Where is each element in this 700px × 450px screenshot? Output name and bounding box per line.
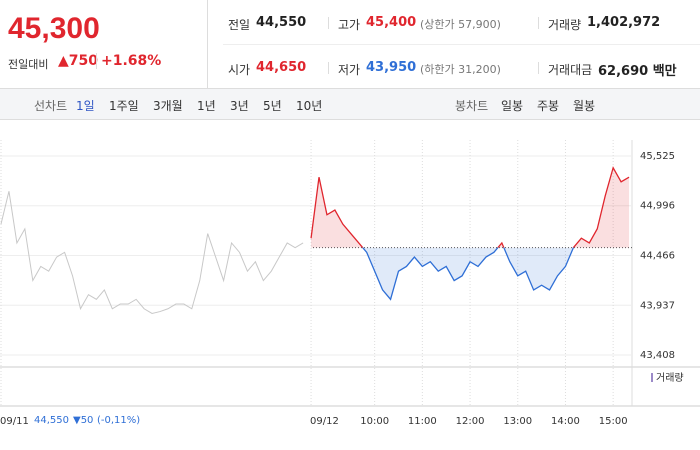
y-tick-label: 44,996: [640, 201, 675, 212]
stat-label: 전일: [228, 18, 251, 32]
stat-label: 거래량: [548, 18, 582, 32]
stat-label: 저가: [338, 63, 361, 77]
hover-info: ▼50: [73, 415, 94, 426]
x-tick-label: 09/11: [0, 416, 29, 427]
divider: [223, 44, 700, 45]
change: ▲750: [58, 53, 98, 69]
hover-info: 44,550: [34, 415, 69, 426]
y-tick-label: 43,937: [640, 300, 675, 311]
legend-swatch: [651, 373, 653, 382]
area-down: [311, 247, 630, 300]
tab-label: 봉차트: [455, 99, 489, 113]
chart: 거래량 45,525 44,996 44,466 43,937 43,408 09/11 0…: [0, 140, 700, 427]
hover-info: (-0,11%): [97, 415, 141, 426]
tab-label: 선차트: [34, 99, 68, 113]
x-tick-label: 13:00: [503, 416, 532, 427]
stat-label: 고가: [338, 18, 361, 32]
stat-value: 62,690 백만: [598, 64, 677, 79]
tab[interactable]: 일봉: [501, 99, 524, 113]
y-tick-label: 45,525: [640, 151, 675, 162]
x-tick-label: 14:00: [551, 416, 580, 427]
stat-label: 시가: [228, 63, 251, 77]
x-tick-label: 09/12: [310, 416, 339, 427]
separator: [328, 62, 329, 74]
header: 45,300 전일대비 ▲750 +1.68%: [0, 0, 700, 89]
legend-label: 거래량: [656, 372, 684, 384]
y-tick-label: 44,466: [640, 251, 675, 262]
tab[interactable]: 3년: [230, 99, 249, 113]
price: 45,300: [8, 12, 100, 45]
line: [0, 191, 304, 314]
stat-value: 43,950: [366, 60, 417, 75]
y-tick-label: 43,408: [640, 350, 675, 361]
tab-bar: 선차트 봉차트: [0, 89, 700, 120]
tab[interactable]: 10년: [296, 99, 323, 113]
area-up: [311, 167, 630, 248]
tab[interactable]: 3개월: [153, 99, 183, 113]
x-tick-label: 10:00: [360, 416, 389, 427]
separator: [538, 62, 539, 74]
stat-note: (상한가 57,900): [420, 18, 501, 31]
separator: [538, 17, 539, 29]
tab[interactable]: 월봉: [573, 99, 596, 113]
line-up: [310, 166, 630, 248]
stat-value: 44,650: [256, 60, 307, 75]
tab[interactable]: 1일: [76, 99, 95, 113]
stat-note: (하한가 31,200): [420, 63, 501, 76]
stat-value: 45,400: [366, 15, 417, 30]
divider: [207, 0, 208, 88]
x-tick-label: 11:00: [408, 416, 437, 427]
change-pct: +1.68%: [96, 53, 161, 69]
stat-value: 1,402,972: [587, 15, 661, 30]
tab[interactable]: 5년: [263, 99, 282, 113]
tab[interactable]: 주봉: [537, 99, 560, 113]
x-tick-label: 12:00: [456, 416, 485, 427]
tab[interactable]: 1년: [197, 99, 216, 113]
stat-value: 44,550: [256, 15, 307, 30]
change-label: 전일대비: [8, 58, 49, 71]
x-tick-label: 15:00: [599, 416, 628, 427]
tab[interactable]: 1주일: [109, 99, 139, 113]
separator: [328, 17, 329, 29]
line-down: [361, 247, 575, 301]
stat-label: 거래대금: [548, 63, 593, 77]
